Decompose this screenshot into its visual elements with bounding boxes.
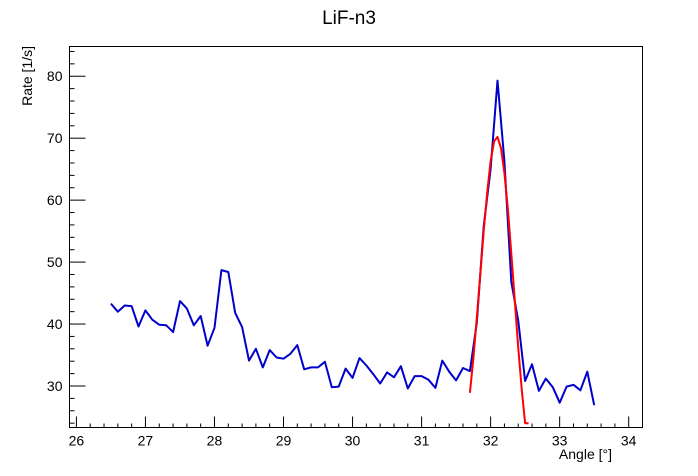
chart-title: LiF-n3 xyxy=(322,8,376,29)
y-tick-label: 40 xyxy=(47,316,63,332)
x-tick-label: 31 xyxy=(414,433,430,449)
y-axis-label: Rate [1/s] xyxy=(19,46,35,106)
y-tick-label: 70 xyxy=(47,130,63,146)
x-tick-label: 30 xyxy=(345,433,361,449)
y-tick-label: 80 xyxy=(47,68,63,84)
y-tick-label: 50 xyxy=(47,254,63,270)
y-tick-label: 60 xyxy=(47,192,63,208)
series-layer xyxy=(110,79,596,425)
x-tick-label: 34 xyxy=(621,433,637,449)
x-tick-label: 29 xyxy=(276,433,292,449)
x-axis-label: Angle [°] xyxy=(559,446,612,462)
x-tick-label: 26 xyxy=(69,433,85,449)
y-axis: 30 40 50 60 70 80 xyxy=(47,50,86,424)
x-tick-label: 32 xyxy=(483,433,499,449)
x-axis: 26 27 28 29 30 31 32 33 34 xyxy=(69,416,643,449)
x-tick-label: 28 xyxy=(207,433,223,449)
fit-curve-line xyxy=(468,135,529,425)
y-tick-label: 30 xyxy=(47,378,63,394)
x-tick-label: 27 xyxy=(138,433,154,449)
x-tick-label: 33 xyxy=(552,433,568,449)
